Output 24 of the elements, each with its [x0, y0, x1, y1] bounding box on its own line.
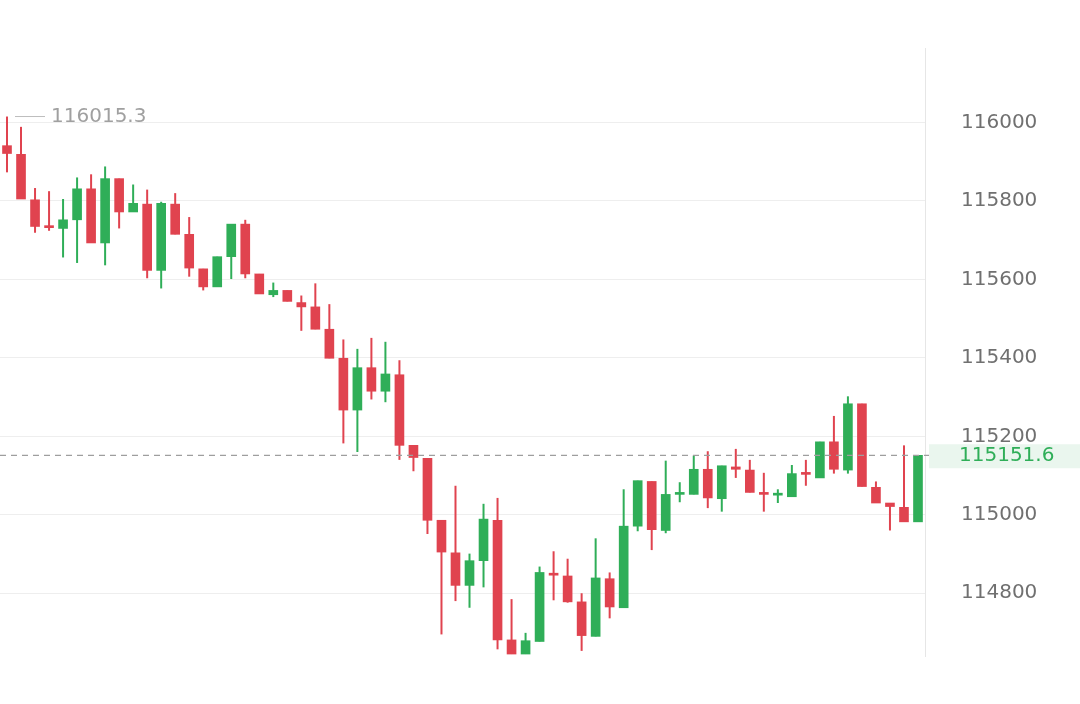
y-tick-label: 115400 — [961, 344, 1038, 369]
candlestick — [730, 447, 741, 479]
candlestick — [899, 444, 909, 523]
candlestick — [744, 458, 755, 494]
y-tick-label: 115800 — [961, 187, 1038, 212]
y-tick-label: 115600 — [961, 265, 1038, 290]
candlestick — [2, 115, 12, 174]
candlestick — [801, 458, 811, 487]
candlestick — [58, 198, 68, 259]
candlestick — [310, 282, 321, 331]
candlestick — [380, 340, 391, 404]
annotation: 116015.3 — [51, 102, 147, 127]
candlestick — [44, 190, 54, 232]
candlestick — [548, 550, 559, 602]
candlestick — [885, 502, 895, 532]
candlestick — [787, 463, 797, 498]
y-tick-label: 114800 — [961, 579, 1038, 604]
candlestick — [296, 294, 307, 332]
candlestick — [674, 481, 685, 504]
y-tick-label: 115000 — [961, 500, 1038, 525]
candlestick — [759, 471, 769, 513]
candlestick — [128, 183, 138, 213]
candlestick — [408, 444, 419, 473]
y-tick-label: 116000 — [961, 108, 1038, 133]
